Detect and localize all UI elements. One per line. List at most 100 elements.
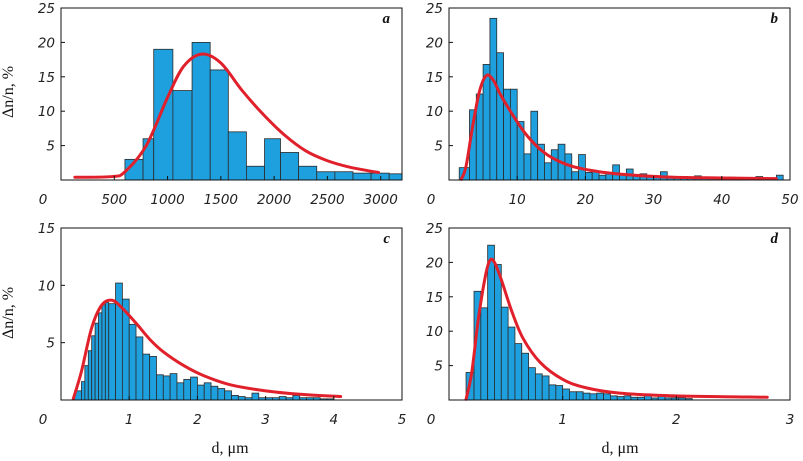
histogram-bar <box>162 375 171 401</box>
plot-frame <box>60 227 403 401</box>
histogram-bar <box>98 312 103 401</box>
histogram-bar <box>191 42 211 181</box>
x-tick-label: 40 <box>713 192 730 208</box>
plot-frame <box>448 227 791 401</box>
histogram-bar <box>183 378 191 401</box>
x-tick-label: 3 <box>261 412 270 428</box>
histogram-bar <box>571 171 579 181</box>
x-tick-label: 5 <box>398 412 407 428</box>
plot-frame <box>448 7 791 181</box>
y-tick-label: 5 <box>434 139 443 155</box>
histogram-bar <box>203 382 212 401</box>
histogram-bar <box>101 304 106 401</box>
y-tick-label: 20 <box>38 35 55 51</box>
histogram-bar <box>84 365 89 401</box>
fit-curve <box>464 257 769 401</box>
y-tick-label: 15 <box>426 290 443 306</box>
histogram-bar <box>489 17 498 181</box>
histogram-bar <box>231 395 239 401</box>
y-tick-label: 10 <box>38 104 55 120</box>
histogram-bar <box>528 367 536 401</box>
x-tick-label: 20 <box>577 192 594 208</box>
histogram-bar <box>142 138 155 181</box>
histogram-bar <box>487 244 495 401</box>
histogram-bar <box>480 307 489 401</box>
histogram-bar <box>496 52 504 181</box>
histogram-bar <box>521 352 529 401</box>
x-tick-label: 500 <box>101 192 127 208</box>
histogram-bar <box>603 393 611 401</box>
histogram-bar <box>94 322 99 401</box>
x-tick-label: 0 <box>39 192 48 208</box>
y-tick-label: 25 <box>426 1 443 17</box>
histogram-bar <box>575 391 584 401</box>
y-tick-label: 15 <box>38 70 55 86</box>
histogram-bar <box>582 392 591 401</box>
y-tick-label: 15 <box>426 70 443 86</box>
histogram-bar <box>534 373 543 401</box>
histogram-bar <box>153 48 174 181</box>
histogram-bar <box>370 172 390 181</box>
histogram-bar <box>209 69 229 181</box>
histogram-bar <box>550 149 559 181</box>
histogram-bar <box>135 336 144 401</box>
histogram-bar <box>514 343 523 401</box>
y-axis-title-top: Δn/n, % <box>0 66 17 118</box>
panel-a: 0 500 1000 1500 2000 2500 3000 5 10 15 20 25 a <box>38 1 403 208</box>
histogram-bar <box>128 323 137 401</box>
x-tick-label: 10 <box>509 192 526 208</box>
y-tick-label: 25 <box>38 1 55 17</box>
x-tick-label: 30 <box>645 192 662 208</box>
x-tick-label: 3 <box>786 412 795 428</box>
x-tick-label: 1 <box>125 412 134 428</box>
y-tick-label: 20 <box>426 35 443 51</box>
y-axis-title-bottom: Δn/n, % <box>0 287 17 339</box>
histogram-bar <box>509 88 518 181</box>
panel-c: 0 1 2 3 4 5 5 10 15 c <box>38 221 406 428</box>
histogram-bar <box>598 174 607 181</box>
histogram-bar <box>278 396 287 401</box>
plot-frame <box>60 7 403 181</box>
x-tick-label: 4 <box>330 412 339 428</box>
y-tick-label: 5 <box>46 139 55 155</box>
histogram-bar <box>334 171 354 181</box>
x-tick-label: 2 <box>193 412 202 428</box>
y-tick-label: 20 <box>426 255 443 271</box>
histogram-bar <box>555 385 564 401</box>
histogram-bar <box>616 396 625 401</box>
x-tick-label: 2000 <box>257 192 291 208</box>
histogram-bar <box>115 282 123 401</box>
y-tick-label: 10 <box>426 324 443 340</box>
y-tick-label: 5 <box>434 359 443 375</box>
histogram-bar <box>523 153 532 181</box>
x-axis-title-right: d, μm <box>601 440 639 457</box>
histogram-bar <box>237 396 246 401</box>
x-tick-label: 2500 <box>310 192 344 208</box>
histogram-bar <box>623 395 632 401</box>
y-tick-label: 5 <box>46 336 55 352</box>
x-tick-label: 1500 <box>204 192 238 208</box>
histogram-bar <box>388 173 403 181</box>
panel-d: 0 1 2 3 5 10 15 20 25 d <box>426 221 794 428</box>
histogram-bar <box>494 264 502 401</box>
histogram-bar <box>87 350 93 401</box>
x-axis-title-left: d, μm <box>211 440 249 457</box>
x-tick-label: 1000 <box>150 192 184 208</box>
x-tick-label: 0 <box>427 192 436 208</box>
histogram-bar <box>280 152 300 181</box>
fit-curve <box>71 298 343 401</box>
histogram-bar <box>352 172 372 181</box>
y-tick-label: 10 <box>426 104 443 120</box>
histogram-bar <box>91 335 96 401</box>
y-tick-label: 10 <box>38 278 55 294</box>
histogram-bar <box>507 326 516 401</box>
histogram-bar <box>172 90 193 181</box>
x-tick-label: 0 <box>39 412 48 428</box>
x-tick-label: 2 <box>672 412 681 428</box>
histogram-bar <box>227 131 247 181</box>
histogram-bar <box>190 376 198 401</box>
histogram-bar <box>264 138 281 181</box>
panel-letter: b <box>771 11 779 27</box>
histogram-bar <box>585 172 593 181</box>
